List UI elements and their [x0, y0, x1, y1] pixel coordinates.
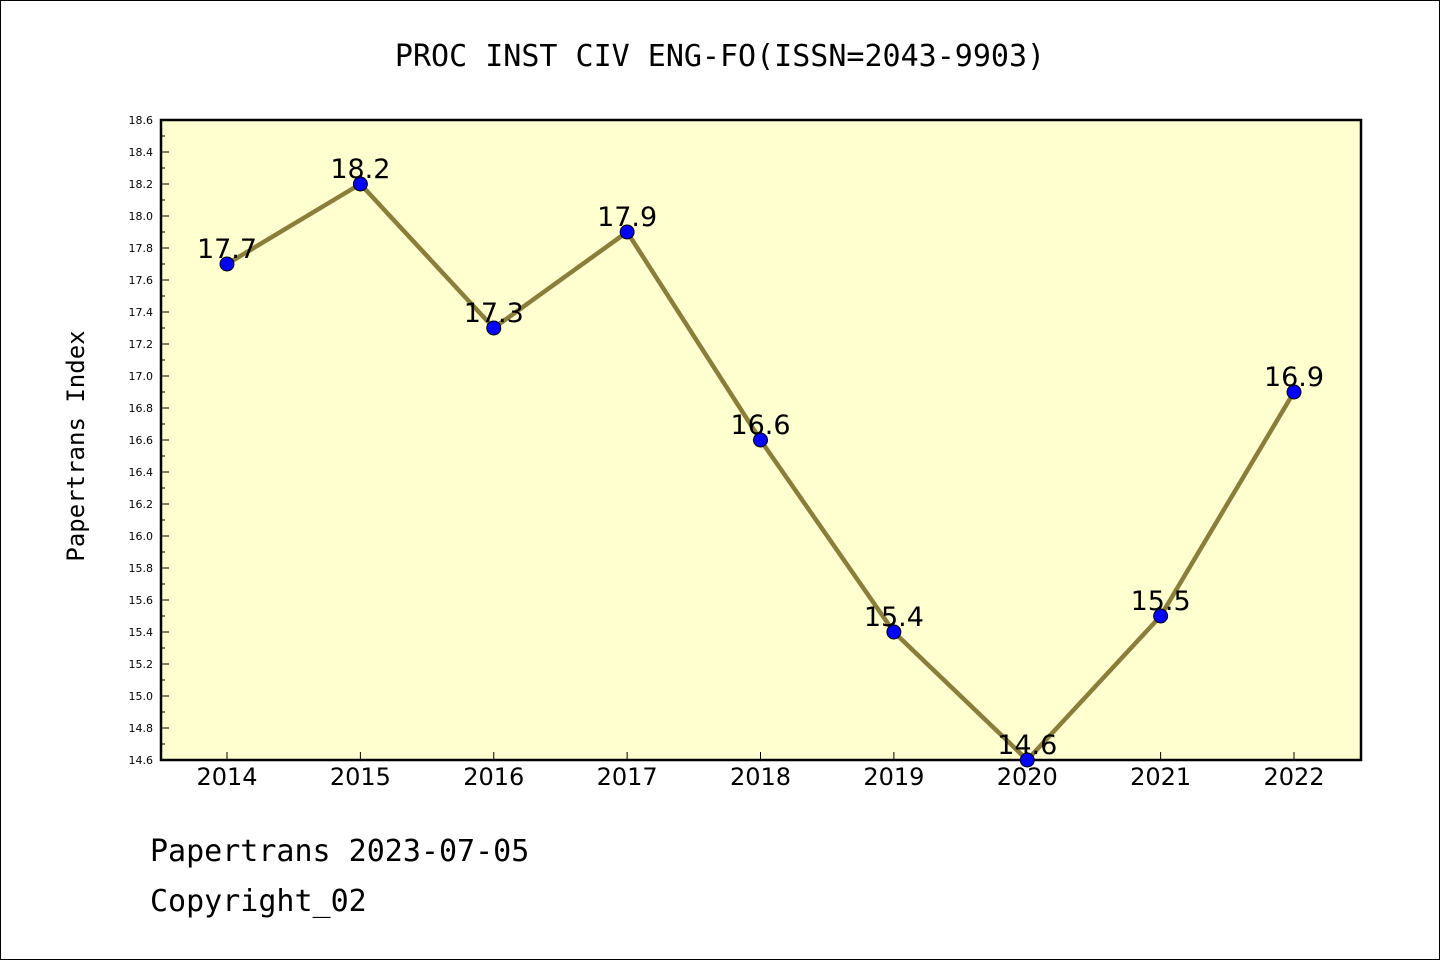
x-tick-label: 2017	[597, 763, 658, 791]
data-label: 17.7	[197, 234, 257, 265]
data-point	[1286, 384, 1302, 400]
data-label: 17.3	[464, 298, 524, 329]
x-tick-label: 2018	[730, 763, 791, 791]
y-tick-label: 15.0	[129, 690, 154, 703]
y-tick-label: 16.6	[129, 434, 154, 447]
x-tick-label: 2022	[1263, 763, 1324, 791]
y-tick-label: 17.0	[129, 370, 154, 383]
y-tick-label: 18.6	[129, 114, 154, 127]
data-label: 17.9	[597, 202, 657, 233]
x-tick-label: 2019	[863, 763, 924, 791]
y-tick-label: 17.8	[129, 242, 154, 255]
chart-title: PROC INST CIV ENG-FO(ISSN=2043-9903)	[395, 39, 1045, 74]
y-tick-label: 15.4	[129, 626, 154, 639]
x-axis: 2014 2015 2016 2017 2018 2019 2020 2021 2022	[196, 752, 1325, 791]
series-layer	[219, 176, 1302, 768]
data-point	[219, 256, 235, 272]
data-label: 16.9	[1264, 362, 1324, 393]
y-tick-label: 15.2	[129, 658, 154, 671]
data-label: 18.2	[330, 154, 390, 185]
data-label-layer: 17.7 18.2 17.3 17.9 16.6 15.4 14.6 15.5 16.9	[197, 154, 1324, 761]
y-axis: 14.6 14.8 15.0 15.2 15.4 15.6 15.8 16.0 16.2 16.4…	[129, 114, 169, 767]
y-tick-label: 14.6	[129, 754, 154, 767]
x-tick-label: 2016	[463, 763, 524, 791]
y-tick-label: 16.8	[129, 402, 154, 415]
y-tick-label: 17.4	[129, 306, 154, 319]
data-point	[753, 432, 768, 448]
footer-date: Papertrans 2023-07-05	[150, 834, 530, 869]
x-tick-label: 2015	[330, 763, 391, 791]
data-label: 15.5	[1131, 586, 1191, 617]
y-tick-label: 17.6	[129, 274, 154, 287]
footer-copyright: Copyright_02	[150, 884, 367, 919]
data-label: 16.6	[730, 410, 790, 441]
y-tick-label: 16.0	[129, 530, 154, 543]
y-axis-label: Papertrans Index	[62, 330, 90, 561]
data-point	[486, 320, 502, 336]
data-point	[619, 224, 635, 240]
y-tick-label: 16.4	[129, 466, 154, 479]
y-tick-label: 17.2	[129, 338, 154, 351]
x-tick-label: 2021	[1130, 763, 1191, 791]
y-tick-label: 18.4	[129, 146, 154, 159]
x-tick-label: 2020	[997, 763, 1058, 791]
data-label: 14.6	[997, 730, 1057, 761]
y-tick-label: 16.2	[129, 498, 154, 511]
y-tick-label: 15.8	[129, 562, 154, 575]
x-tick-label: 2014	[196, 763, 257, 791]
data-point	[352, 176, 368, 192]
data-point	[1019, 752, 1035, 768]
y-tick-label: 18.0	[129, 210, 154, 223]
data-point	[1153, 608, 1169, 624]
y-tick-label: 14.8	[129, 722, 154, 735]
data-point	[886, 624, 902, 640]
y-tick-label: 15.6	[129, 594, 154, 607]
y-tick-label: 18.2	[129, 178, 154, 191]
data-label: 15.4	[864, 602, 924, 633]
